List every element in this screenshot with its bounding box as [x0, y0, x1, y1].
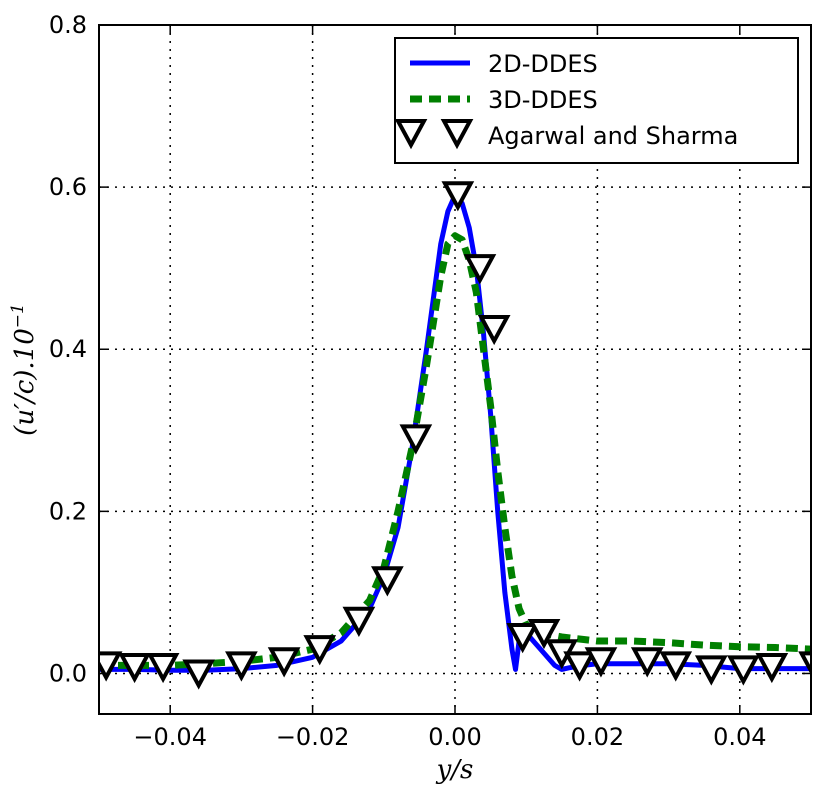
legend: 2D-DDES 3D-DDES Agarwal and Sharma — [394, 37, 799, 164]
data-point-agarwal-sharma — [755, 652, 789, 684]
data-point-agarwal-sharma — [659, 651, 693, 682]
y-axis-label-exponent: −1 — [8, 303, 28, 328]
data-point-agarwal-sharma — [527, 618, 561, 650]
x-axis-label: y/s — [436, 755, 474, 785]
data-point-agarwal-sharma — [441, 181, 475, 212]
y-tick-label: 0.0 — [49, 659, 87, 687]
y-tick-label: 0.4 — [49, 335, 87, 363]
y-tick-label: 0.8 — [49, 11, 87, 39]
x-tick-label: 0.04 — [713, 723, 766, 751]
legend-box — [394, 37, 799, 164]
data-point-agarwal-sharma — [727, 655, 760, 686]
data-point-agarwal-sharma — [463, 254, 497, 285]
legend-swatch-marker-2 — [440, 119, 474, 150]
data-point-agarwal-sharma — [118, 652, 151, 684]
data-point-agarwal-sharma — [563, 651, 596, 682]
y-axis-label-base: (u′/c).10 — [10, 328, 40, 436]
y-tick-label: 0.2 — [49, 497, 87, 525]
data-point-agarwal-sharma — [399, 424, 433, 455]
legend-label-3d-ddes: 3D-DDES — [488, 86, 598, 114]
data-point-agarwal-sharma — [146, 652, 180, 684]
data-point-agarwal-sharma — [371, 566, 404, 597]
x-tick-label: −0.04 — [133, 723, 207, 751]
x-tick-label: 0.00 — [428, 723, 481, 751]
data-point-agarwal-sharma — [182, 659, 216, 690]
legend-swatch-marker-1 — [394, 119, 428, 150]
data-point-agarwal-sharma — [342, 606, 376, 637]
x-tick-label: 0.02 — [571, 723, 624, 751]
y-tick-label: 0.6 — [49, 173, 87, 201]
y-axis-label: (u′/c).10−1 — [8, 303, 40, 436]
legend-label-agarwal-sharma: Agarwal and Sharma — [488, 122, 738, 150]
data-point-agarwal-sharma — [225, 651, 258, 682]
data-point-agarwal-sharma — [267, 647, 301, 678]
data-point-agarwal-sharma — [798, 651, 811, 675]
x-tick-label: −0.02 — [276, 723, 350, 751]
legend-label-2d-ddes: 2D-DDES — [488, 50, 598, 78]
data-point-agarwal-sharma — [584, 647, 618, 678]
data-point-agarwal-sharma — [477, 314, 511, 346]
data-point-agarwal-sharma — [630, 647, 664, 678]
data-point-agarwal-sharma — [506, 622, 539, 654]
data-point-agarwal-sharma — [694, 655, 728, 686]
data-point-agarwal-sharma — [303, 635, 337, 666]
